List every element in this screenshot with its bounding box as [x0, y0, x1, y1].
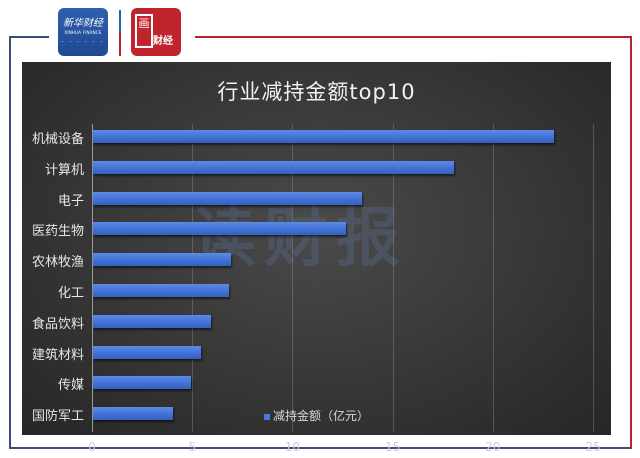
picture-logo-mark: 画 [135, 14, 153, 48]
gridline [292, 124, 294, 432]
bar-row: 传媒 [58, 370, 593, 395]
bar-row: 化工 [58, 278, 593, 303]
gridline [492, 124, 494, 432]
x-tick-label: 10 [284, 440, 301, 454]
bar [93, 284, 230, 297]
picture-logo-text: 财经 [153, 36, 173, 47]
category-label: 传媒 [57, 378, 84, 394]
logo-divider [119, 10, 121, 56]
frame-top-left-border [9, 36, 49, 38]
category-label: 计算机 [44, 162, 84, 178]
plot-area: 0 5 10 15 20 25 机械设备计算机电子医药生物农林牧渔化工食品饮料建筑材料传媒国… [32, 124, 601, 454]
bar-row: 农林牧渔 [32, 247, 593, 272]
x-tick-label: 20 [485, 440, 501, 454]
bar [93, 376, 192, 390]
gridline [192, 124, 194, 432]
gridline [392, 124, 394, 432]
x-tick-label: 0 [88, 440, 96, 454]
bar-row: 国防军工 [32, 401, 593, 426]
bar [93, 130, 554, 143]
category-label: 农林牧渔 [31, 255, 84, 271]
chart-panel: 行业减持金额top10 读财报 0 5 10 15 20 25 机械设备 计算机 电子 医药生物农… [22, 62, 611, 454]
frame-top-right-border [195, 36, 632, 38]
category-label: 医药生物 [31, 224, 84, 240]
category-label: 食品饮料 [31, 316, 84, 332]
bar [93, 345, 202, 359]
x-tick-label: 5 [188, 440, 197, 454]
frame-bottom-border [9, 447, 632, 449]
y-axis-line [92, 124, 93, 432]
legend-label: 减持金额（亿元） [272, 409, 369, 423]
bar [93, 222, 346, 236]
category-label: 国防军工 [31, 409, 84, 425]
bar [93, 314, 212, 328]
picture-finance-logo: 画 财经 [131, 8, 181, 56]
bar [93, 253, 232, 267]
x-tick-label: 15 [384, 440, 401, 454]
category-label: 电子 [57, 193, 84, 209]
chart-legend: 减持金额（亿元） [22, 407, 611, 424]
bar-row: 电子 [58, 186, 593, 211]
chart-title: 行业减持金额top10 [217, 80, 416, 104]
category-label: 建筑材料 [31, 347, 84, 363]
bar-row: 建筑材料 [32, 340, 593, 365]
xinhua-finance-logo: 新华财经 XINHUA FINANCE · · · · · · [58, 8, 108, 56]
legend-swatch-icon [263, 413, 270, 420]
bar [93, 407, 174, 421]
category-label: 机械设备 [31, 132, 84, 147]
bar-row: 机械设备 [32, 124, 593, 149]
xinhua-logo-cn: 新华财经 [63, 18, 103, 29]
bar-row: 医药生物 [32, 216, 593, 241]
xinhua-logo-en: XINHUA FINANCE [64, 30, 102, 35]
xinhua-logo-dots: · · · · · · [61, 39, 105, 46]
bar [93, 160, 454, 174]
gridline [593, 124, 594, 432]
x-tick-label: 25 [585, 440, 601, 454]
frame-left-border [9, 36, 11, 449]
frame-right-border [630, 36, 632, 449]
bar-row: 食品饮料 [32, 309, 593, 334]
bar [93, 191, 362, 205]
bar-row: 计算机 [45, 155, 593, 180]
category-label: 化工 [57, 286, 84, 301]
